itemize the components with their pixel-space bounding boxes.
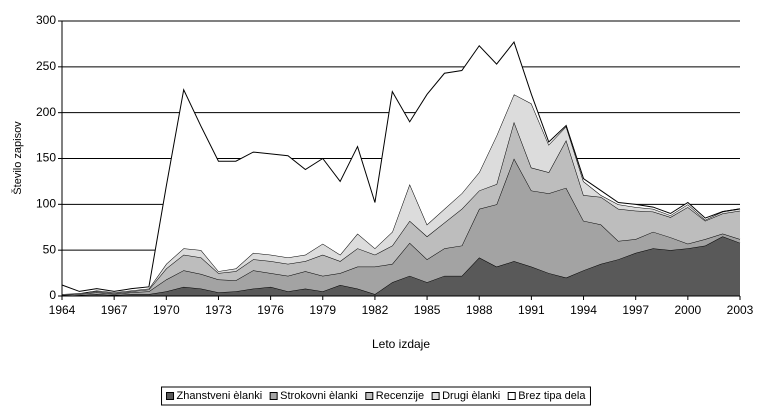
legend-box (161, 386, 591, 406)
x-tick-label: 1988 (466, 303, 493, 317)
legend-swatch (269, 392, 278, 400)
x-tick-label: 1964 (49, 303, 76, 317)
legend-swatch (431, 392, 440, 400)
legend-swatch (166, 392, 175, 400)
x-tick-label: 1985 (414, 303, 441, 317)
legend-label: Recenzije (376, 390, 424, 402)
x-axis-label: Leto izdaje (372, 337, 430, 351)
y-tick-label: 150 (36, 151, 56, 165)
area-fill (62, 94, 740, 295)
y-tick-label: 100 (36, 197, 56, 211)
x-tick-label: 1976 (257, 303, 284, 317)
area-fill (62, 121, 740, 296)
x-tick-label: 1991 (518, 303, 545, 317)
legend-label: Drugi èlanki (442, 390, 500, 402)
area-fill (62, 42, 740, 295)
x-tick-label: 2000 (674, 303, 701, 317)
x-tick-label: 1982 (362, 303, 389, 317)
x-tick-label: 1973 (205, 303, 232, 317)
area-fill (62, 158, 740, 296)
area-fill (62, 236, 740, 296)
x-tick-label: 1994 (570, 303, 597, 317)
x-tick-label: 1997 (622, 303, 649, 317)
legend: Zhanstveni èlanki Strokovni èlanki Recenzi… (161, 386, 591, 406)
area-edge (61, 41, 741, 292)
y-tick-label: 200 (36, 105, 56, 119)
area-edge (61, 157, 741, 296)
y-tick-label: 300 (36, 13, 56, 27)
y-tick-label: 250 (36, 59, 56, 73)
x-tick-label: 1979 (309, 303, 336, 317)
legend-swatch (365, 392, 374, 400)
legend-swatch (507, 392, 516, 400)
y-tick-label: 50 (43, 242, 57, 256)
legend-label: Zhanstveni èlanki (177, 390, 263, 402)
legend-label: Brez tipa dela (518, 390, 586, 402)
x-tick-label: 1970 (153, 303, 180, 317)
legend-label: Strokovni èlanki (280, 390, 358, 402)
y-tick-label: 0 (49, 288, 56, 302)
x-tick-label: 1967 (101, 303, 128, 317)
y-axis-label: Število zapisov (11, 121, 24, 195)
x-tick-label: 2003 (727, 303, 754, 317)
